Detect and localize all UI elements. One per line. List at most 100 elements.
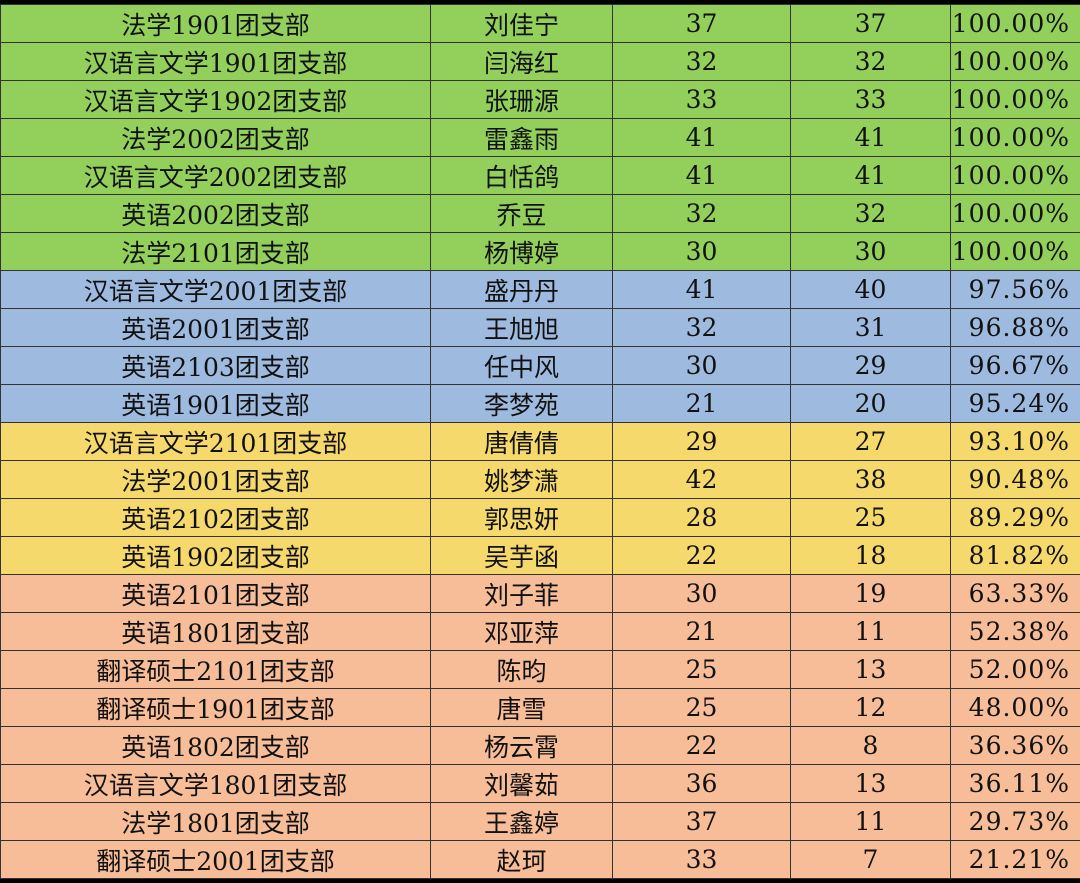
branch-cell: 翻译硕士2101团支部 — [1, 651, 431, 689]
completion-rate-cell: 90.48% — [951, 461, 1080, 499]
total-count-cell: 32 — [613, 309, 791, 347]
completed-count-cell: 13 — [791, 765, 951, 803]
completed-count-cell: 31 — [791, 309, 951, 347]
secretary-name-cell: 刘子菲 — [431, 575, 613, 613]
completion-rate-cell: 97.56% — [951, 271, 1080, 309]
completion-rate-cell: 81.82% — [951, 537, 1080, 575]
secretary-name-cell: 闫海红 — [431, 43, 613, 81]
completed-count-cell: 32 — [791, 195, 951, 233]
completed-count-cell: 33 — [791, 81, 951, 119]
completion-rate-cell: 96.88% — [951, 309, 1080, 347]
completed-count-cell: 8 — [791, 727, 951, 765]
branch-cell: 汉语言文学2002团支部 — [1, 157, 431, 195]
completion-rate-cell: 100.00% — [951, 233, 1080, 271]
total-count-cell: 25 — [613, 689, 791, 727]
completion-rate-cell: 89.29% — [951, 499, 1080, 537]
branch-cell: 英语1901团支部 — [1, 385, 431, 423]
completion-rate-cell: 93.10% — [951, 423, 1080, 461]
secretary-name-cell: 唐倩倩 — [431, 423, 613, 461]
branch-cell: 法学2101团支部 — [1, 233, 431, 271]
secretary-name-cell: 王旭旭 — [431, 309, 613, 347]
total-count-cell: 22 — [613, 727, 791, 765]
total-count-cell: 28 — [613, 499, 791, 537]
completion-rate-cell: 52.38% — [951, 613, 1080, 651]
branch-cell: 英语2102团支部 — [1, 499, 431, 537]
branch-cell: 英语2001团支部 — [1, 309, 431, 347]
completed-count-cell: 40 — [791, 271, 951, 309]
total-count-cell: 30 — [613, 575, 791, 613]
secretary-name-cell: 唐雪 — [431, 689, 613, 727]
completion-rate-cell: 52.00% — [951, 651, 1080, 689]
secretary-name-cell: 盛丹丹 — [431, 271, 613, 309]
branch-cell: 法学1801团支部 — [1, 803, 431, 841]
branch-cell: 法学2002团支部 — [1, 119, 431, 157]
completion-rate-cell: 29.73% — [951, 803, 1080, 841]
secretary-name-cell: 吴芋函 — [431, 537, 613, 575]
branch-cell: 英语2002团支部 — [1, 195, 431, 233]
branch-cell: 法学2001团支部 — [1, 461, 431, 499]
total-count-cell: 21 — [613, 385, 791, 423]
completed-count-cell: 20 — [791, 385, 951, 423]
completed-count-cell: 32 — [791, 43, 951, 81]
completed-count-cell: 27 — [791, 423, 951, 461]
completion-rate-cell: 100.00% — [951, 119, 1080, 157]
secretary-name-cell: 乔豆 — [431, 195, 613, 233]
completed-count-cell: 7 — [791, 841, 951, 879]
branch-cell: 英语1802团支部 — [1, 727, 431, 765]
completion-rate-cell: 100.00% — [951, 195, 1080, 233]
branch-cell: 汉语言文学1901团支部 — [1, 43, 431, 81]
total-count-cell: 41 — [613, 119, 791, 157]
total-count-cell: 22 — [613, 537, 791, 575]
completion-rate-cell: 36.36% — [951, 727, 1080, 765]
total-count-cell: 37 — [613, 803, 791, 841]
secretary-name-cell: 王鑫婷 — [431, 803, 613, 841]
secretary-name-cell: 杨云霄 — [431, 727, 613, 765]
total-count-cell: 37 — [613, 5, 791, 43]
completion-rate-cell: 100.00% — [951, 43, 1080, 81]
completed-count-cell: 38 — [791, 461, 951, 499]
completion-rate-cell: 100.00% — [951, 81, 1080, 119]
completed-count-cell: 11 — [791, 613, 951, 651]
secretary-name-cell: 姚梦潇 — [431, 461, 613, 499]
total-count-cell: 29 — [613, 423, 791, 461]
branch-cell: 汉语言文学1801团支部 — [1, 765, 431, 803]
completed-count-cell: 41 — [791, 119, 951, 157]
completion-rate-cell: 36.11% — [951, 765, 1080, 803]
secretary-name-cell: 赵珂 — [431, 841, 613, 879]
secretary-name-cell: 郭思妍 — [431, 499, 613, 537]
total-count-cell: 33 — [613, 81, 791, 119]
completed-count-cell: 29 — [791, 347, 951, 385]
total-count-cell: 32 — [613, 195, 791, 233]
total-count-cell: 30 — [613, 347, 791, 385]
total-count-cell: 30 — [613, 233, 791, 271]
completed-count-cell: 41 — [791, 157, 951, 195]
secretary-name-cell: 杨博婷 — [431, 233, 613, 271]
branch-cell: 法学1901团支部 — [1, 5, 431, 43]
secretary-name-cell: 任中风 — [431, 347, 613, 385]
completed-count-cell: 37 — [791, 5, 951, 43]
secretary-name-cell: 李梦苑 — [431, 385, 613, 423]
branch-cell: 汉语言文学2101团支部 — [1, 423, 431, 461]
completion-rate-cell: 21.21% — [951, 841, 1080, 879]
secretary-name-cell: 白恬鸽 — [431, 157, 613, 195]
secretary-name-cell: 刘佳宁 — [431, 5, 613, 43]
